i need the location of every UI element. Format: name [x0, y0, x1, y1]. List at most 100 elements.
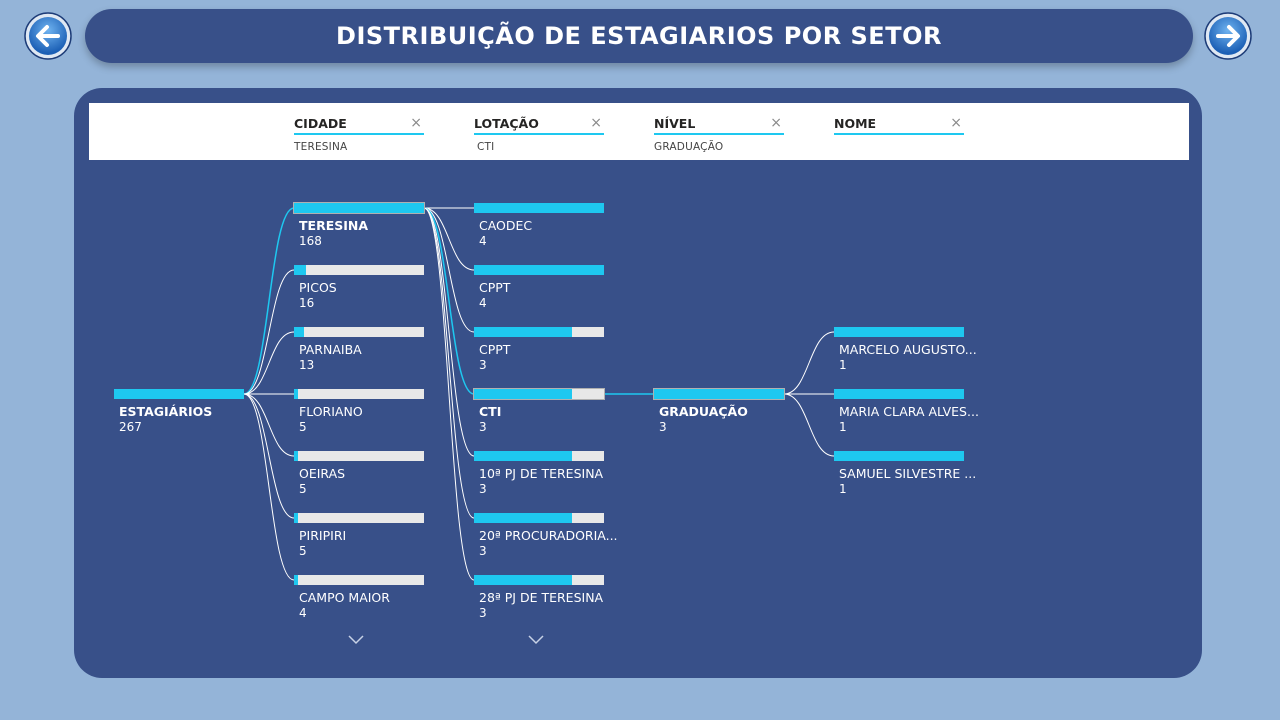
tree-node-cidade[interactable]: FLORIANO 5: [294, 389, 434, 434]
node-label: CAODEC: [479, 218, 533, 233]
tree-node-lotacao[interactable]: CPPT 3: [474, 327, 614, 372]
tree-node-cidade[interactable]: CAMPO MAIOR 4: [294, 575, 434, 620]
page-title: DISTRIBUIÇÃO DE ESTAGIARIOS POR SETOR: [336, 22, 942, 50]
node-bar: [834, 389, 964, 399]
node-value: 3: [479, 544, 487, 558]
node-label: MARCELO AUGUSTO...: [839, 342, 977, 357]
tree-node-root[interactable]: ESTAGIÁRIOS 267: [114, 389, 254, 434]
clear-filter-icon[interactable]: ×: [950, 115, 962, 131]
node-value: 1: [839, 358, 847, 372]
slicer-lotacao[interactable]: LOTAÇÃO × CTI: [474, 113, 604, 153]
node-label: PICOS: [299, 280, 337, 295]
tree-node-lotacao[interactable]: CTI 3: [473, 388, 614, 434]
tree-node-lotacao[interactable]: CPPT 4: [474, 265, 614, 310]
node-label: 10ª PJ DE TERESINA: [479, 466, 604, 481]
tree-node-cidade[interactable]: PICOS 16: [294, 265, 434, 310]
node-label: GRADUAÇÃO: [659, 404, 748, 419]
node-value: 13: [299, 358, 315, 372]
slicer-label: NOME: [834, 115, 877, 131]
node-value: 16: [299, 296, 315, 310]
node-label: CAMPO MAIOR: [299, 590, 390, 605]
node-label: SAMUEL SILVESTRE ...: [839, 466, 977, 481]
tree-node-lotacao[interactable]: 20ª PROCURADORIA... 3: [474, 513, 618, 558]
tree-node-lotacao[interactable]: 28ª PJ DE TERESINA 3: [474, 575, 614, 620]
node-value: 5: [299, 482, 307, 496]
node-label: CPPT: [479, 342, 511, 357]
node-label: TERESINA: [299, 218, 369, 233]
node-value: 3: [479, 358, 487, 372]
node-label: CPPT: [479, 280, 511, 295]
node-value: 168: [299, 234, 322, 248]
node-label: MARIA CLARA ALVES...: [839, 404, 979, 419]
tree-node-lotacao[interactable]: 10ª PJ DE TERESINA 3: [474, 451, 614, 496]
slicer-nivel[interactable]: NÍVEL × GRADUAÇÃO: [654, 113, 784, 153]
back-button[interactable]: [24, 12, 72, 60]
slicer-value[interactable]: CTI: [477, 141, 495, 153]
node-value: 1: [839, 420, 847, 434]
node-bar: [294, 451, 424, 461]
node-bar: [474, 451, 604, 461]
node-value: 267: [119, 420, 142, 434]
node-value: 3: [479, 420, 487, 434]
node-bar: [834, 327, 964, 337]
node-label: 28ª PJ DE TERESINA: [479, 590, 604, 605]
chevron-down-icon[interactable]: [347, 634, 365, 646]
arrow-right-icon: [1204, 12, 1252, 60]
tree-node-cidade[interactable]: TERESINA 168: [293, 202, 434, 248]
tree-node-cidade[interactable]: PIRIPIRI 5: [294, 513, 434, 558]
node-value: 4: [479, 296, 487, 310]
slicer-label: CIDADE: [294, 115, 347, 131]
node-bar: [653, 388, 785, 400]
node-bar: [294, 513, 424, 523]
node-bar: [294, 575, 424, 585]
slicer-value[interactable]: GRADUAÇÃO: [654, 141, 724, 153]
node-label: ESTAGIÁRIOS: [119, 404, 213, 419]
node-bar: [474, 513, 604, 523]
node-value: 3: [479, 482, 487, 496]
node-value: 1: [839, 482, 847, 496]
tree-node-nivel[interactable]: GRADUAÇÃO 3: [653, 388, 794, 434]
node-bar: [474, 575, 604, 585]
node-bar: [474, 327, 604, 337]
slicer-label: LOTAÇÃO: [474, 115, 539, 131]
node-label: PARNAIBA: [299, 342, 362, 357]
tree-node-cidade[interactable]: OEIRAS 5: [294, 451, 434, 496]
node-value: 5: [299, 544, 307, 558]
slicer-value[interactable]: TERESINA: [294, 141, 348, 153]
node-bar: [834, 451, 964, 461]
node-bar: [473, 388, 605, 400]
node-bar: [293, 202, 425, 214]
slicer-nome[interactable]: NOME ×: [834, 113, 964, 141]
node-bar: [114, 389, 244, 399]
tree-node-lotacao[interactable]: CAODEC 4: [474, 203, 614, 248]
node-bar: [294, 389, 424, 399]
node-label: PIRIPIRI: [299, 528, 347, 543]
node-value: 4: [299, 606, 307, 620]
tree-node-cidade[interactable]: PARNAIBA 13: [294, 327, 434, 372]
filter-bar: [89, 103, 1189, 160]
node-label: FLORIANO: [299, 404, 363, 419]
tree-node-nome[interactable]: MARIA CLARA ALVES... 1: [834, 389, 979, 434]
node-value: 3: [479, 606, 487, 620]
node-bar: [294, 265, 424, 275]
clear-filter-icon[interactable]: ×: [410, 115, 422, 131]
slicer-cidade[interactable]: CIDADE × TERESINA: [294, 113, 424, 153]
decomposition-tree-panel: [74, 88, 1202, 678]
next-button[interactable]: [1204, 12, 1252, 60]
node-value: 3: [659, 420, 667, 434]
chevron-down-icon[interactable]: [527, 634, 545, 646]
clear-filter-icon[interactable]: ×: [770, 115, 782, 131]
slicer-label: NÍVEL: [654, 115, 696, 131]
title-bar: DISTRIBUIÇÃO DE ESTAGIARIOS POR SETOR: [85, 9, 1193, 63]
node-label: OEIRAS: [299, 466, 346, 481]
node-value: 4: [479, 234, 487, 248]
arrow-left-icon: [24, 12, 72, 60]
tree-node-nome[interactable]: SAMUEL SILVESTRE ... 1: [834, 451, 977, 496]
node-bar: [474, 203, 604, 213]
node-label: 20ª PROCURADORIA...: [479, 528, 618, 543]
tree-node-nome[interactable]: MARCELO AUGUSTO... 1: [834, 327, 977, 372]
node-label: CTI: [479, 404, 502, 419]
clear-filter-icon[interactable]: ×: [590, 115, 602, 131]
node-value: 5: [299, 420, 307, 434]
node-bar: [294, 327, 424, 337]
